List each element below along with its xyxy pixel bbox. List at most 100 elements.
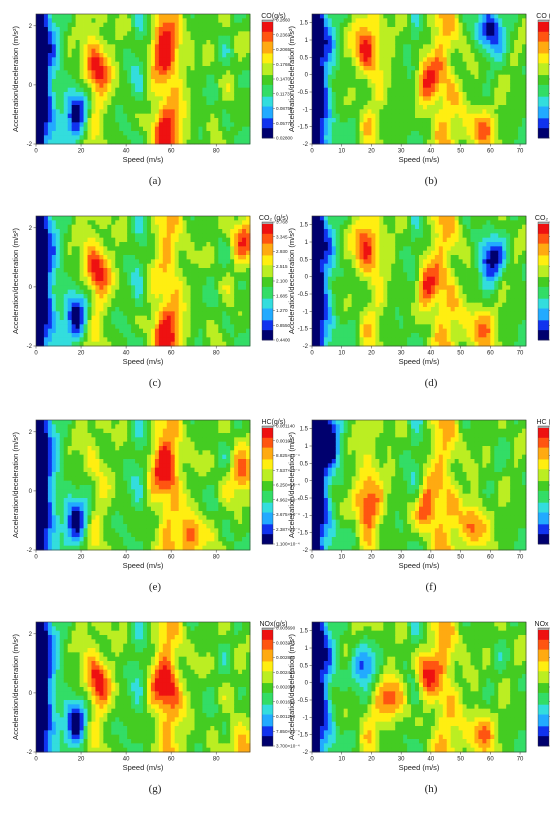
heat-cell [123,27,128,32]
heat-cell [55,250,61,256]
heat-cell [162,70,168,76]
heat-cell [186,320,191,325]
heat-cell [210,105,215,110]
heat-cell [367,92,372,97]
heat-cell [71,14,77,19]
heat-cell [375,92,380,97]
heat-cell [146,92,152,97]
heat-cell [218,113,223,119]
heat-cell [351,31,356,37]
heat-cell [123,35,128,41]
heat-cell [403,92,408,97]
heat-cell [87,315,92,321]
heat-cell [150,14,156,19]
heat-cell [135,324,140,330]
heat-cell [359,70,364,76]
heat-cell [103,126,108,132]
heat-cell [478,79,483,84]
heat-cell [59,35,65,41]
heat-cell [36,113,41,119]
colorbar-swatch [262,128,273,131]
heat-cell [399,66,404,71]
heat-cell [234,341,239,347]
heat-cell [194,92,199,97]
heat-cell [430,105,436,110]
heat-cell [399,57,404,63]
heat-cell [146,302,152,308]
heat-cell [59,246,65,252]
heat-cell [506,57,511,63]
heat-cell [107,70,112,76]
heat-cell [355,92,360,97]
heat-cell [154,315,160,321]
heat-cell [36,333,41,338]
heat-cell [131,22,136,28]
heat-cell [218,250,223,256]
heat-cell [426,109,432,115]
heat-cell [490,139,495,145]
heat-cell [103,27,108,32]
heat-cell [415,44,420,50]
heat-cell [36,259,41,265]
heat-cell [111,61,116,67]
heat-cell [327,100,333,106]
heat-cell [186,233,191,239]
heat-cell [379,35,384,41]
heat-cell [339,74,345,80]
heat-cell [522,35,527,41]
heat-cell [198,74,203,80]
heat-cell [95,44,100,50]
heat-cell [51,229,57,234]
heat-cell [127,216,132,221]
heat-cell [150,242,156,247]
x-axis-label: Speed (m/s) [399,155,440,164]
heat-cell [182,311,187,317]
heat-cell [55,276,61,282]
heat-cell [210,281,215,286]
heat-cell [194,237,199,243]
heat-cell [67,328,73,334]
heat-cell [371,35,376,41]
heat-cell [486,126,491,132]
heat-cell [166,341,172,347]
heat-cell [391,40,396,45]
heat-cell [206,18,211,24]
heat-cell [186,341,191,347]
colorbar-swatch [538,130,549,133]
heat-cell [312,87,317,93]
heat-cell [198,302,203,308]
heat-cell [375,135,380,141]
heat-cell [178,118,184,123]
heat-cell [194,70,199,76]
heat-cell [462,53,467,58]
heat-cell [430,31,436,37]
heat-cell [434,27,440,32]
heat-cell [474,122,479,128]
heat-cell [139,328,144,334]
heat-cell [198,126,203,132]
heat-cell [139,285,144,291]
heat-cell [83,57,88,63]
heat-cell [335,27,341,32]
heat-cell [119,302,124,308]
heat-cell [139,139,144,145]
heat-cell [339,61,345,67]
heat-cell [458,40,463,45]
heat-cell [91,237,96,243]
heat-cell [230,70,235,76]
heat-cell [131,135,136,141]
heat-cell [430,35,436,41]
heat-cell [339,53,345,58]
heat-cell [222,113,227,119]
heat-cell [391,27,396,32]
heat-cell [403,79,408,84]
heat-cell [190,302,195,308]
heat-cell [59,311,65,317]
heat-cell [458,66,463,71]
heat-cell [115,113,120,119]
heat-cell [119,44,124,50]
heat-cell [490,27,495,32]
heat-cell [186,237,191,243]
heat-cell [123,14,128,19]
heat-cell [375,27,380,32]
